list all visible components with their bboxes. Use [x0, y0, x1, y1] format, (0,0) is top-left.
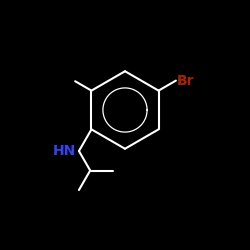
- Text: Br: Br: [177, 74, 195, 88]
- Text: HN: HN: [53, 144, 76, 158]
